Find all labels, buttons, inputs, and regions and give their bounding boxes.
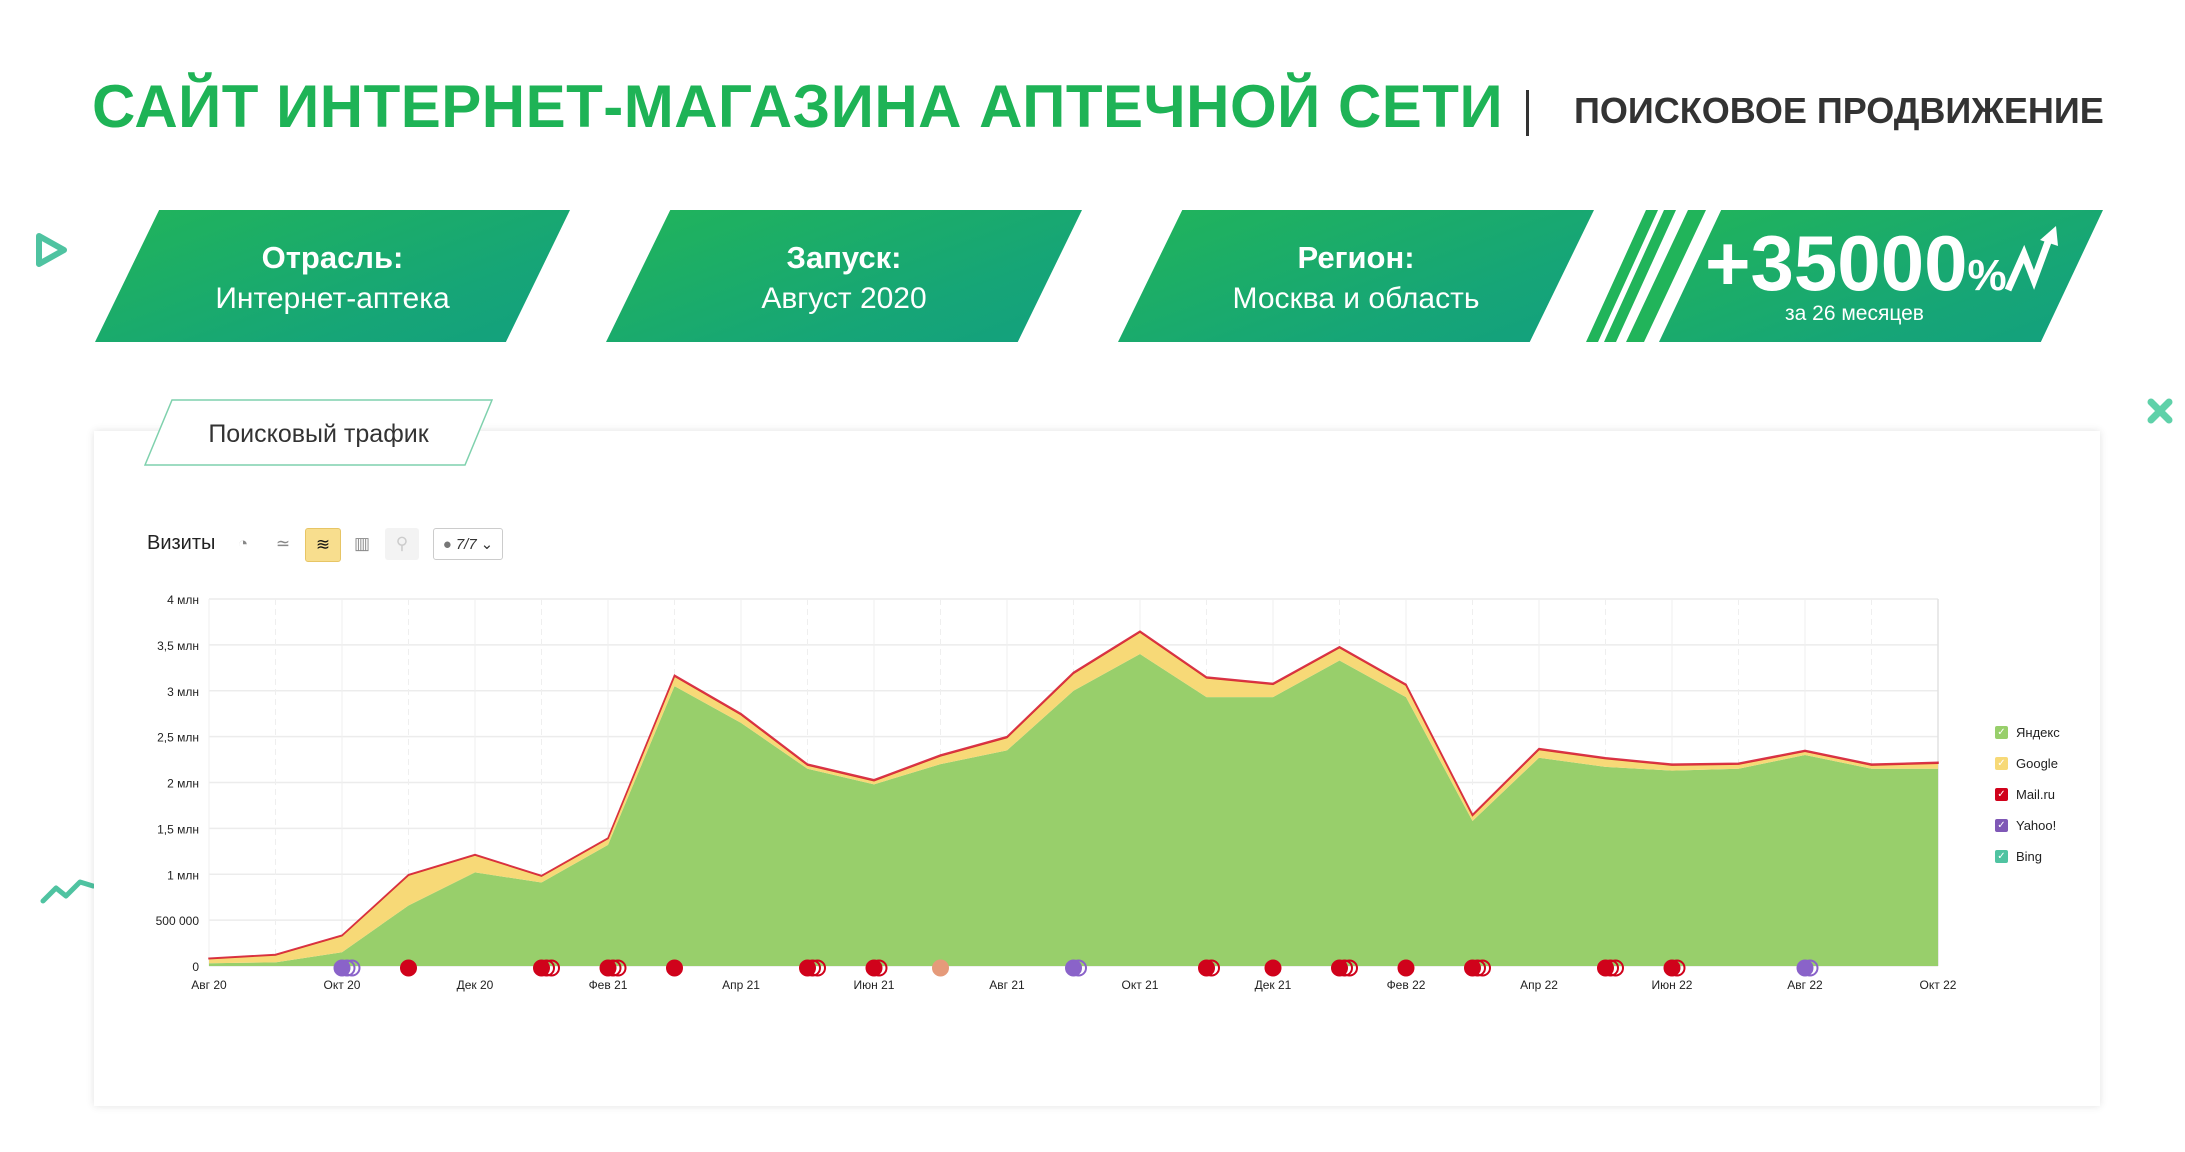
annotation-marker bbox=[799, 959, 816, 977]
area-chart-icon[interactable]: ≋ bbox=[305, 528, 341, 562]
x-tick-label: Апр 22 bbox=[1520, 978, 1558, 992]
annotation-marker bbox=[1331, 959, 1348, 977]
y-tick-label: 3 млн bbox=[167, 685, 199, 699]
region-value: Москва и область bbox=[1232, 282, 1480, 315]
annotation-marker bbox=[932, 959, 949, 977]
y-tick-label: 3,5 млн bbox=[157, 639, 199, 653]
legend-item-yahoo[interactable]: ✓ Yahoo! bbox=[1995, 818, 2056, 833]
launch-value: Август 2020 bbox=[761, 282, 927, 315]
region-card: Регион: Москва и область bbox=[1118, 210, 1594, 342]
y-tick-label: 1,5 млн bbox=[157, 822, 199, 836]
industry-value: Интернет-аптека bbox=[215, 282, 450, 315]
x-tick-label: Авг 22 bbox=[1787, 978, 1823, 992]
annotation-marker bbox=[333, 959, 351, 977]
annotation-marker bbox=[1796, 959, 1814, 977]
launch-card: Запуск: Август 2020 bbox=[606, 210, 1082, 342]
annotation-marker bbox=[599, 959, 617, 977]
legend-item-google[interactable]: ✓ Google bbox=[1995, 756, 2058, 771]
zigzag-decoration-icon bbox=[40, 879, 96, 904]
checkbox-icon: ✓ bbox=[1995, 726, 2008, 739]
cross-decoration-icon bbox=[2147, 398, 2173, 424]
annotation-marker bbox=[533, 959, 550, 977]
page-subtitle: ПОИСКОВОЕ ПРОДВИЖЕНИЕ bbox=[1574, 90, 2104, 131]
y-tick-label: 500 000 bbox=[156, 914, 200, 928]
annotation-marker bbox=[1597, 959, 1614, 977]
checkbox-icon: ✓ bbox=[1995, 850, 2008, 863]
page-title: САЙТ ИНТЕРНЕТ-МАГАЗИНА АПТЕЧНОЙ СЕТИ bbox=[92, 73, 1504, 140]
annotation-marker bbox=[666, 959, 683, 977]
annotations-selector[interactable]: ● 7/7 ⌄ bbox=[433, 528, 503, 560]
pie-chart-icon[interactable]: ◔ bbox=[237, 534, 249, 553]
annotation-marker bbox=[1065, 959, 1082, 977]
industry-card: Отрасль: Интернет-аптека bbox=[95, 210, 570, 342]
area-series-mailru bbox=[208, 630, 1939, 960]
bar-chart-icon[interactable]: ▥ bbox=[353, 534, 371, 553]
region-label: Регион: bbox=[1297, 240, 1415, 275]
checkbox-icon: ✓ bbox=[1995, 757, 2008, 770]
x-tick-label: Июн 21 bbox=[854, 978, 895, 992]
chevron-down-icon: ⌄ bbox=[480, 536, 494, 553]
x-tick-label: Дек 20 bbox=[457, 978, 494, 992]
legend-item-mailru[interactable]: ✓ Mail.ru bbox=[1995, 787, 2055, 802]
x-tick-label: Окт 22 bbox=[1920, 978, 1957, 992]
y-tick-label: 0 bbox=[192, 960, 199, 974]
checkbox-icon: ✓ bbox=[1995, 788, 2008, 801]
y-tick-label: 2 млн bbox=[167, 777, 199, 791]
checkbox-icon: ✓ bbox=[1995, 819, 2008, 832]
annotation-marker bbox=[1464, 959, 1481, 977]
annotation-marker bbox=[400, 959, 417, 977]
title-divider bbox=[1526, 90, 1529, 136]
x-tick-label: Авг 20 bbox=[191, 978, 227, 992]
tab-search-traffic[interactable] bbox=[144, 399, 493, 466]
metric-label: Визиты bbox=[147, 532, 216, 554]
legend-item-bing[interactable]: ✓ Bing bbox=[1995, 849, 2042, 864]
annotation-marker bbox=[1264, 959, 1282, 977]
annotation-marker bbox=[1198, 959, 1215, 977]
tab-search-traffic-label[interactable]: Поисковый трафик bbox=[208, 420, 429, 448]
map-icon: ⚲ bbox=[385, 528, 419, 560]
area-series-яндекс bbox=[209, 654, 1938, 966]
annotation-marker bbox=[1397, 959, 1415, 977]
y-tick-label: 2,5 млн bbox=[157, 731, 199, 745]
x-tick-label: Окт 20 bbox=[324, 978, 361, 992]
legend-item-yandex[interactable]: ✓ Яндекс bbox=[1995, 725, 2060, 740]
trend-up-arrow-icon bbox=[2004, 226, 2058, 292]
x-tick-label: Июн 22 bbox=[1652, 978, 1693, 992]
x-tick-label: Дек 21 bbox=[1255, 978, 1292, 992]
x-tick-label: Апр 21 bbox=[722, 978, 760, 992]
annotation-marker bbox=[1663, 959, 1681, 977]
y-tick-label: 1 млн bbox=[167, 868, 199, 882]
x-tick-label: Фев 21 bbox=[589, 978, 628, 992]
industry-label: Отрасль: bbox=[261, 240, 404, 275]
growth-value: +35000% bbox=[1705, 219, 2007, 307]
line-chart-icon[interactable]: ≃ bbox=[275, 534, 291, 553]
annotation-marker bbox=[865, 959, 883, 977]
x-tick-label: Окт 21 bbox=[1122, 978, 1159, 992]
triangle-decoration-icon bbox=[36, 233, 67, 267]
x-tick-label: Фев 22 bbox=[1387, 978, 1426, 992]
comment-icon: ● bbox=[442, 535, 452, 553]
y-tick-label: 4 млн bbox=[167, 593, 199, 607]
launch-label: Запуск: bbox=[786, 240, 902, 275]
growth-caption: за 26 месяцев bbox=[1785, 302, 1924, 325]
x-tick-label: Авг 21 bbox=[989, 978, 1025, 992]
